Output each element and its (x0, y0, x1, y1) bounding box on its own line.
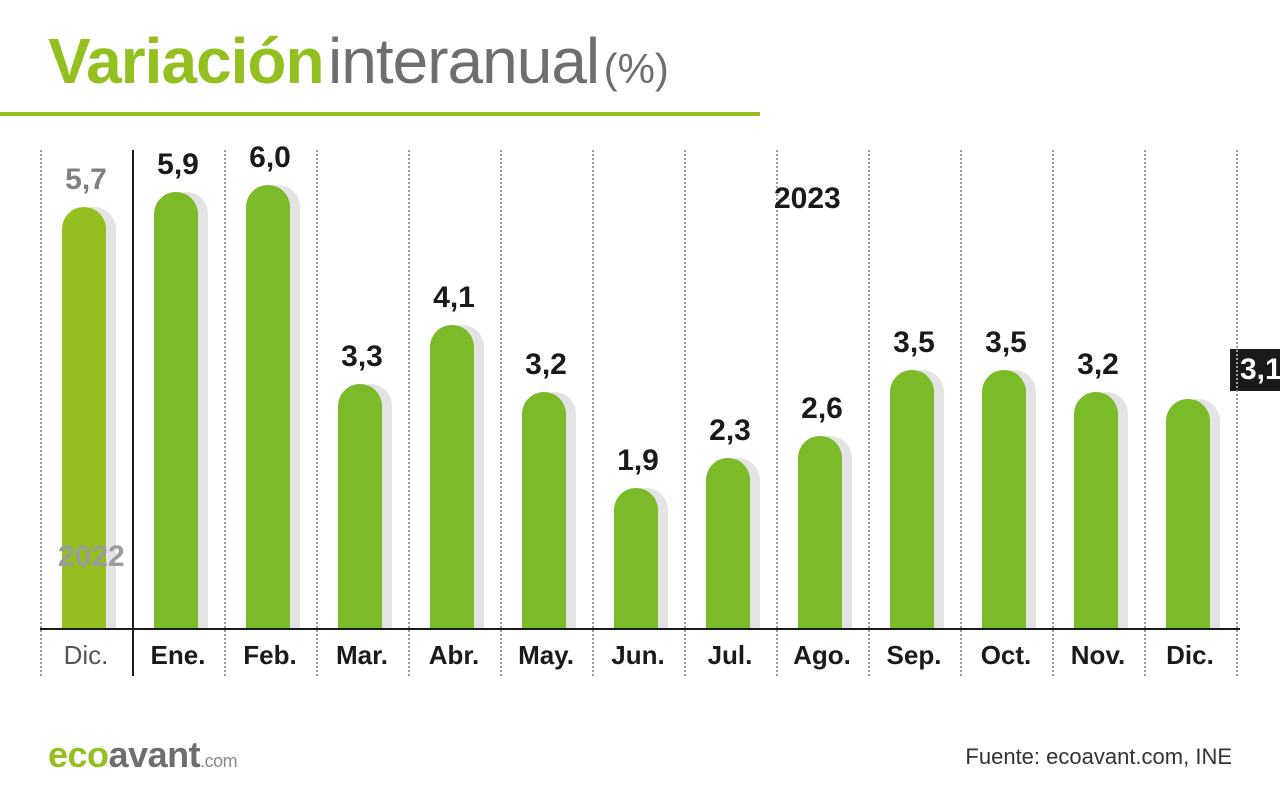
source-text: Fuente: ecoavant.com, INE (965, 744, 1232, 770)
logo-part1: eco (48, 734, 109, 775)
bar-column (224, 148, 316, 628)
bar (1166, 399, 1210, 628)
bar (154, 192, 198, 628)
grid-separator (1236, 150, 1238, 676)
title-unit: (%) (604, 45, 669, 92)
x-axis-label: Jun. (592, 640, 684, 671)
bar (706, 458, 750, 628)
bar-value: 1,9 (592, 444, 684, 478)
brand-logo: ecoavant.com (48, 734, 237, 776)
bar-value: 3,3 (316, 340, 408, 374)
x-axis-label: Jul. (684, 640, 776, 671)
bar-value: 2,3 (684, 414, 776, 448)
bar-column (132, 148, 224, 628)
bar-column (408, 148, 500, 628)
bar-column (1052, 148, 1144, 628)
x-axis-label: Oct. (960, 640, 1052, 671)
bar-value: 3,2 (500, 348, 592, 382)
bar-value: 3,5 (960, 326, 1052, 360)
bar-column (1144, 148, 1236, 628)
x-axis-label: Ene. (132, 640, 224, 671)
bar-chart: 5,75,96,03,34,13,21,92,32,63,53,53,23,12… (40, 150, 1240, 690)
bar (1074, 392, 1118, 628)
bar-column (684, 148, 776, 628)
x-axis-label: Abr. (408, 640, 500, 671)
bar-column (592, 148, 684, 628)
bar-value: 5,7 (40, 163, 132, 197)
bar (614, 488, 658, 628)
year-label-2022: 2022 (58, 540, 125, 574)
x-axis-label: Ago. (776, 640, 868, 671)
x-axis-label: Nov. (1052, 640, 1144, 671)
bar-value: 3,2 (1052, 348, 1144, 382)
bar (338, 384, 382, 628)
bar (798, 436, 842, 628)
bar (522, 392, 566, 628)
bar-value: 2,6 (776, 392, 868, 426)
chart-title: Variación interanual (%) (48, 24, 669, 98)
bar (246, 185, 290, 628)
title-part2: interanual (328, 25, 599, 97)
bar-column (316, 148, 408, 628)
bar-column (776, 148, 868, 628)
x-axis-label: Feb. (224, 640, 316, 671)
logo-domain: .com (200, 751, 237, 771)
title-part1: Variación (48, 25, 324, 97)
bar (430, 325, 474, 628)
bar-column (500, 148, 592, 628)
x-axis-label: Dic. (1144, 640, 1236, 671)
bar-column (960, 148, 1052, 628)
bar-value: 6,0 (224, 141, 316, 175)
x-axis-label: Mar. (316, 640, 408, 671)
logo-part2: avant (109, 734, 201, 775)
bar-column (868, 148, 960, 628)
bar-value: 3,5 (868, 326, 960, 360)
bar (890, 370, 934, 628)
bar-value: 5,9 (132, 148, 224, 182)
plot-area: 5,75,96,03,34,13,21,92,32,63,53,53,23,12… (40, 150, 1240, 630)
title-underline (0, 112, 760, 116)
x-axis-label: May. (500, 640, 592, 671)
x-axis-label: Sep. (868, 640, 960, 671)
year-label-2023: 2023 (774, 182, 841, 216)
x-axis-label: Dic. (40, 640, 132, 671)
bar-value: 4,1 (408, 281, 500, 315)
bar (982, 370, 1026, 628)
